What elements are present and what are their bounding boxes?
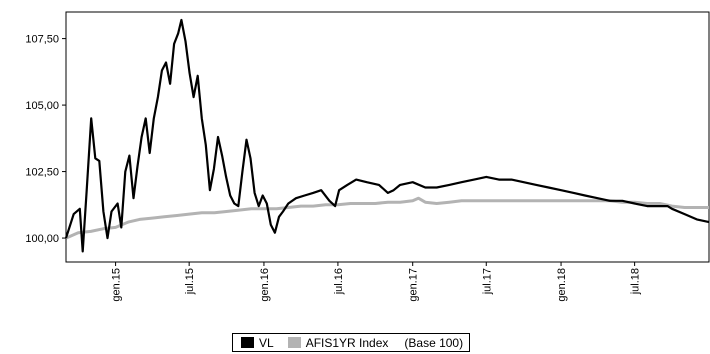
y-tick-label: 102,50 xyxy=(25,167,59,179)
legend-label-afis1yr: AFIS1YR Index xyxy=(305,335,389,350)
y-tick-label: 105,00 xyxy=(25,100,59,112)
legend-item-afis1yr: AFIS1YR Index xyxy=(287,335,389,350)
series-layer xyxy=(64,18,710,253)
y-tick-label: 100,00 xyxy=(25,233,59,245)
series-vl-line xyxy=(64,18,710,253)
x-tick-label: jul.16 xyxy=(333,268,345,295)
legend-item-vl: VL xyxy=(241,336,274,350)
x-tick-label: gen.16 xyxy=(259,268,271,302)
legend: VL AFIS1YR Index (Base 100) xyxy=(232,333,471,352)
x-tick-label: gen.18 xyxy=(556,268,568,302)
legend-note: (Base 100) xyxy=(404,335,464,350)
legend-swatch-vl xyxy=(241,337,254,348)
series-afis1yr-line xyxy=(65,196,709,240)
x-axis: gen.15 jul.15 gen.16 jul.16 gen.17 jul.17 gen.… xyxy=(111,262,642,302)
y-tick-label: 107,50 xyxy=(25,34,59,46)
x-tick-label: gen.15 xyxy=(111,268,123,302)
legend-label-vl: VL xyxy=(259,335,274,350)
plot-area xyxy=(65,11,710,263)
legend-swatch-afis1yr xyxy=(287,337,301,348)
x-tick-label: gen.17 xyxy=(408,268,420,302)
y-axis: 100,00 102,50 105,00 107,50 xyxy=(25,34,66,245)
x-tick-label: jul.17 xyxy=(481,268,493,295)
x-tick-label: jul.18 xyxy=(630,268,642,295)
x-tick-label: jul.15 xyxy=(184,268,196,295)
